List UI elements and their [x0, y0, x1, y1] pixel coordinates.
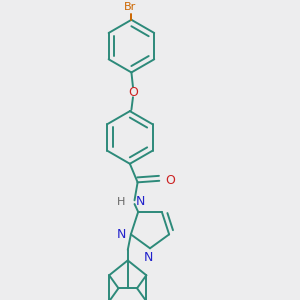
Text: Br: Br [124, 2, 136, 12]
Text: H: H [117, 197, 125, 207]
Text: N: N [136, 195, 146, 208]
Text: N: N [144, 251, 153, 264]
Text: N: N [117, 228, 126, 241]
Text: O: O [165, 174, 175, 187]
Text: O: O [128, 86, 138, 99]
